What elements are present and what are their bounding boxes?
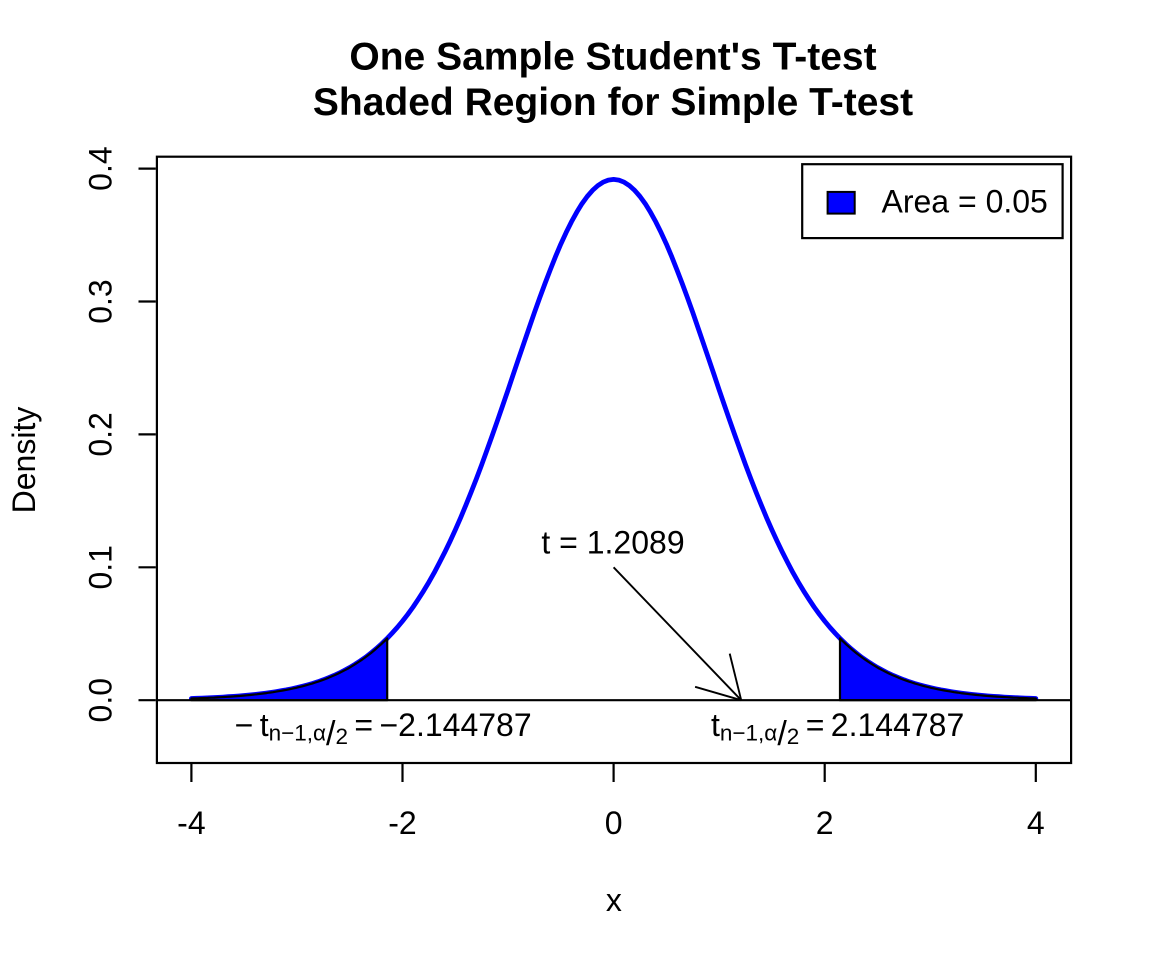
svg-text:2: 2 [816, 805, 834, 841]
svg-text:Density: Density [6, 407, 42, 514]
svg-text:Area = 0.05: Area = 0.05 [882, 184, 1048, 220]
svg-text:-2: -2 [388, 805, 416, 841]
svg-text:4: 4 [1027, 805, 1045, 841]
svg-text:0.1: 0.1 [83, 545, 119, 589]
svg-text:x: x [606, 882, 622, 918]
svg-text:0.3: 0.3 [83, 279, 119, 323]
svg-text:0: 0 [605, 805, 623, 841]
svg-text:0.2: 0.2 [83, 412, 119, 456]
svg-text:One Sample Student's T-test: One Sample Student's T-test [349, 35, 876, 78]
svg-text:-4: -4 [177, 805, 205, 841]
svg-text:Shaded Region for Simple T-tes: Shaded Region for Simple T-test [313, 81, 913, 124]
svg-text:0.0: 0.0 [83, 678, 119, 722]
svg-text:0.4: 0.4 [83, 146, 119, 190]
svg-text:t = 1.2089: t = 1.2089 [541, 525, 684, 561]
